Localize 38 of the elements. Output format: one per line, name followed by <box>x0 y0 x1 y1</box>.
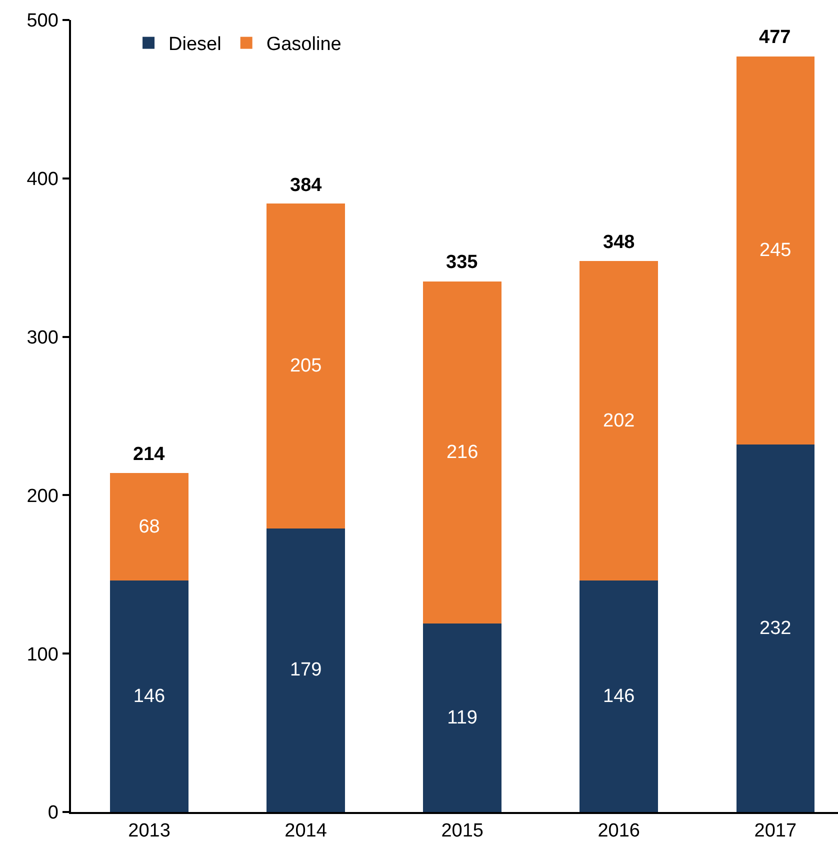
total-label: 477 <box>759 27 791 48</box>
data-label: 202 <box>603 410 635 432</box>
bar <box>736 56 815 445</box>
bar <box>736 444 815 812</box>
bar <box>266 204 345 528</box>
total-label: 348 <box>603 232 635 253</box>
total-label: 335 <box>446 252 478 273</box>
legend-label: Gasoline <box>266 34 342 56</box>
y-tick-label: 0 <box>48 802 58 824</box>
data-label: 119 <box>447 707 478 728</box>
x-tick-label: 2016 <box>598 820 640 842</box>
bar <box>580 260 658 581</box>
x-tick-label: 2015 <box>441 820 484 842</box>
bar <box>266 528 345 812</box>
x-tick-label: 2014 <box>284 820 328 842</box>
bar <box>110 580 188 812</box>
total-label: 214 <box>133 444 166 465</box>
data-label: 68 <box>138 516 160 538</box>
x-tick-label: 2017 <box>754 820 797 842</box>
y-tick-label: 200 <box>26 486 58 507</box>
y-tick-label: 300 <box>26 327 58 348</box>
data-label: 146 <box>133 686 166 707</box>
y-tick-label: 100 <box>26 644 58 666</box>
legend-label: Diesel <box>168 34 222 56</box>
data-label: 245 <box>760 240 792 261</box>
y-tick-label: 500 <box>26 10 58 32</box>
bar <box>580 580 658 812</box>
bar <box>110 473 188 581</box>
data-label: 232 <box>760 618 792 639</box>
bar <box>423 281 502 624</box>
bar <box>423 624 502 812</box>
data-label: 146 <box>603 686 635 707</box>
data-label: 205 <box>290 356 322 377</box>
x-tick-label: 2013 <box>128 820 170 842</box>
data-label: 216 <box>446 442 478 463</box>
total-label: 384 <box>290 175 322 196</box>
y-tick-label: 400 <box>26 169 58 190</box>
data-label: 179 <box>290 660 322 681</box>
